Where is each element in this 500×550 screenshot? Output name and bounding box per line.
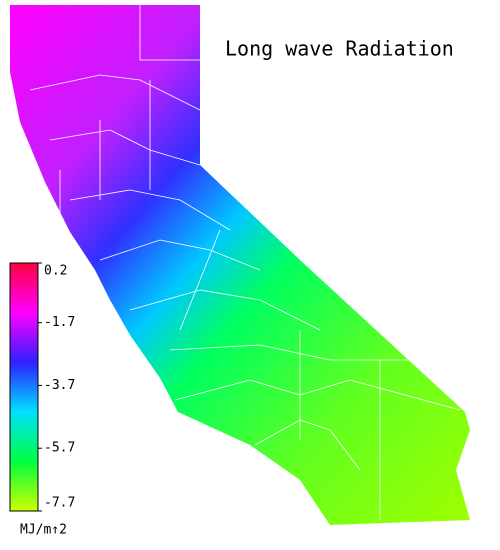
colorbar (9, 262, 39, 512)
colorbar-unit: MJ/m↑2 (20, 523, 67, 538)
colorbar-tick-label: -3.7 (44, 378, 75, 393)
colorbar-tick-label: -5.7 (44, 441, 75, 456)
california-map (10, 5, 470, 525)
colorbar-tick-label: 0.2 (44, 264, 67, 279)
county-lines (29, 5, 461, 520)
colorbar-tick-label: -7.7 (44, 496, 75, 511)
map-title: Long wave Radiation (225, 37, 454, 61)
colorbar-tick-label: -1.7 (44, 315, 75, 330)
